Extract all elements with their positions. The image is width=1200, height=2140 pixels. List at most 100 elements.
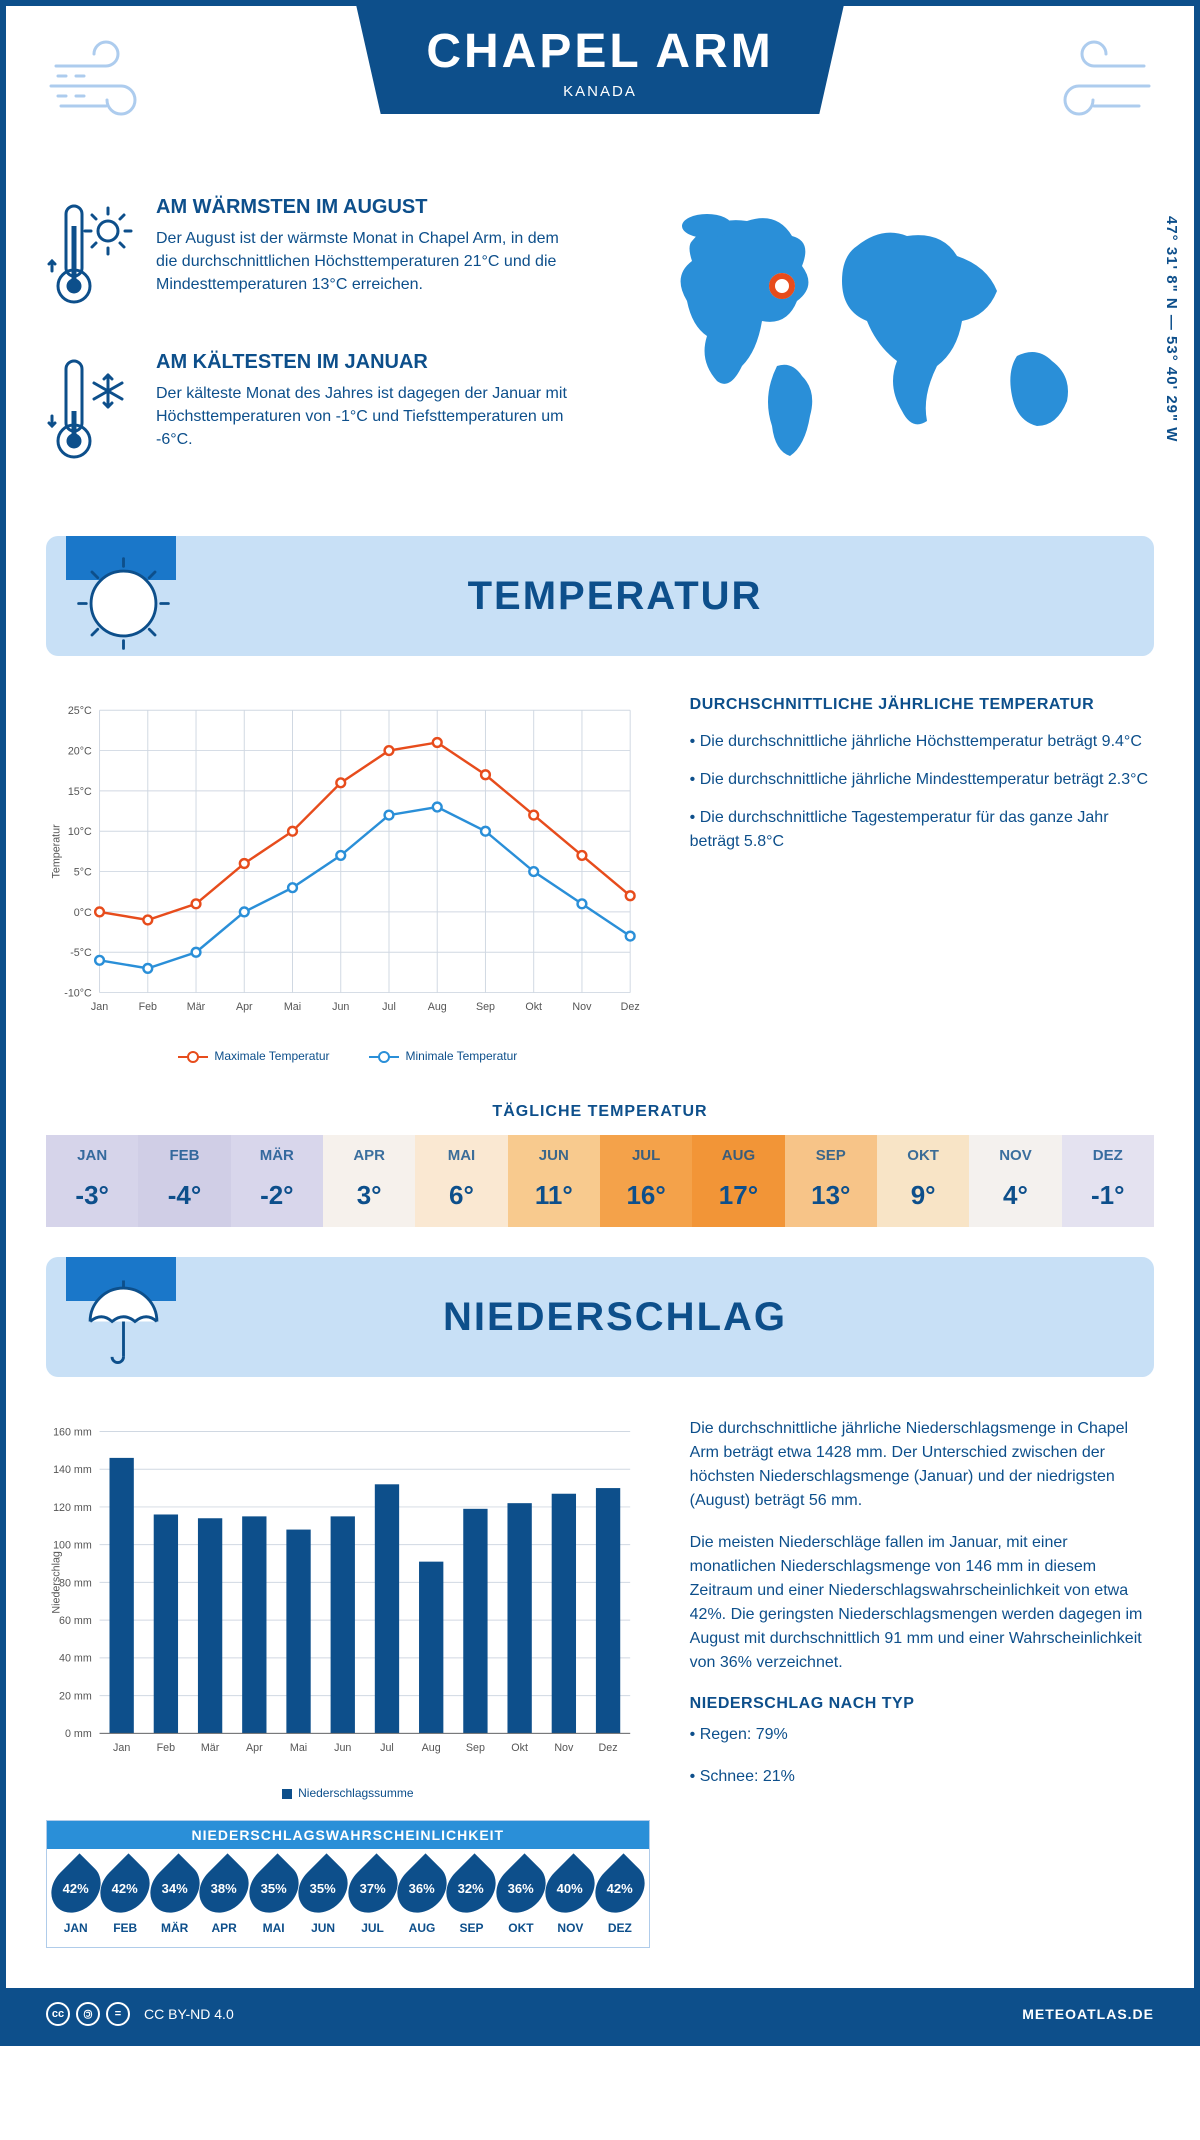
prob-cell: 38%APR — [199, 1861, 248, 1935]
precip-text: Die meisten Niederschläge fallen im Janu… — [690, 1531, 1154, 1675]
wind-icon — [46, 36, 166, 136]
svg-text:Jun: Jun — [334, 1742, 351, 1754]
coldest-block: AM KÄLTESTEN IM JANUAR Der kälteste Mona… — [46, 351, 580, 476]
precip-type: • Regen: 79% — [690, 1723, 1154, 1747]
svg-text:Jun: Jun — [332, 1001, 349, 1013]
svg-text:20 mm: 20 mm — [59, 1690, 92, 1702]
precip-chart: 0 mm20 mm40 mm60 mm80 mm100 mm120 mm140 … — [46, 1417, 650, 1777]
nd-icon: = — [106, 2002, 130, 2026]
svg-text:40 mm: 40 mm — [59, 1653, 92, 1665]
temp-bullet: • Die durchschnittliche Tagestemperatur … — [690, 806, 1154, 854]
svg-text:Dez: Dez — [599, 1742, 618, 1754]
precip-probability: NIEDERSCHLAGSWAHRSCHEINLICHKEIT 42%JAN42… — [46, 1820, 650, 1948]
sun-icon — [66, 536, 176, 646]
precip-text: Die durchschnittliche jährliche Niedersc… — [690, 1417, 1154, 1513]
prob-cell: 35%JUN — [298, 1861, 347, 1935]
svg-text:80 mm: 80 mm — [59, 1577, 92, 1589]
umbrella-icon — [66, 1257, 176, 1367]
temp-bullet: • Die durchschnittliche jährliche Höchst… — [690, 730, 1154, 754]
warmest-heading: AM WÄRMSTEN IM AUGUST — [156, 196, 576, 219]
title-ribbon: CHAPEL ARM KANADA — [356, 6, 843, 114]
svg-text:Mär: Mär — [187, 1001, 206, 1013]
footer: cc 🄯 = CC BY-ND 4.0 METEOATLAS.DE — [6, 1988, 1194, 2040]
svg-text:25°C: 25°C — [68, 705, 92, 717]
temp-section-title: TEMPERATUR — [216, 574, 1014, 619]
svg-text:60 mm: 60 mm — [59, 1615, 92, 1627]
temp-chart: -10°C-5°C0°C5°C10°C15°C20°C25°CJanFebMär… — [46, 696, 650, 1063]
daily-cell: APR3° — [323, 1135, 415, 1227]
prob-cell: 42%DEZ — [595, 1861, 644, 1935]
prob-cell: 34%MÄR — [150, 1861, 199, 1935]
warmest-text: Der August ist der wärmste Monat in Chap… — [156, 227, 576, 297]
wind-icon — [1034, 36, 1154, 136]
svg-text:Nov: Nov — [572, 1001, 592, 1013]
svg-text:Jan: Jan — [113, 1742, 130, 1754]
by-icon: 🄯 — [76, 2002, 100, 2026]
svg-text:100 mm: 100 mm — [53, 1540, 92, 1552]
prob-cell: 35%MAI — [249, 1861, 298, 1935]
brand: METEOATLAS.DE — [1022, 2006, 1154, 2022]
svg-text:Aug: Aug — [428, 1001, 447, 1013]
daily-cell: JAN-3° — [46, 1135, 138, 1227]
prob-cell: 42%FEB — [100, 1861, 149, 1935]
temp-legend: Maximale Temperatur Minimale Temperatur — [46, 1049, 650, 1063]
intro-row: AM WÄRMSTEN IM AUGUST Der August ist der… — [46, 196, 1154, 506]
svg-text:Sep: Sep — [476, 1001, 495, 1013]
svg-text:Mai: Mai — [290, 1742, 307, 1754]
svg-text:160 mm: 160 mm — [53, 1426, 92, 1438]
svg-text:Jan: Jan — [91, 1001, 108, 1013]
daily-cell: JUL16° — [600, 1135, 692, 1227]
daily-cell: AUG17° — [692, 1135, 784, 1227]
temp-bullet: • Die durchschnittliche jährliche Mindes… — [690, 768, 1154, 792]
precip-legend: Niederschlagssumme — [46, 1786, 650, 1800]
svg-text:Nov: Nov — [554, 1742, 574, 1754]
cc-icon: cc — [46, 2002, 70, 2026]
svg-text:Aug: Aug — [422, 1742, 441, 1754]
svg-text:0°C: 0°C — [74, 907, 92, 919]
page-subtitle: KANADA — [426, 83, 773, 100]
precip-section-title: NIEDERSCHLAG — [216, 1295, 1014, 1340]
world-map — [620, 196, 1154, 476]
section-temperature: TEMPERATUR — [46, 536, 1154, 656]
thermometer-sun-icon — [46, 196, 136, 321]
daily-temp-strip: JAN-3°FEB-4°MÄR-2°APR3°MAI6°JUN11°JUL16°… — [46, 1135, 1154, 1227]
coordinates: 47° 31' 8" N — 53° 40' 29" W — [1163, 216, 1180, 442]
prob-cell: 37%JUL — [348, 1861, 397, 1935]
svg-text:Temperatur: Temperatur — [51, 824, 63, 879]
precip-summary: Die durchschnittliche jährliche Niedersc… — [690, 1417, 1154, 1948]
prob-cell: 36%OKT — [496, 1861, 545, 1935]
svg-text:-10°C: -10°C — [64, 987, 92, 999]
svg-text:Apr: Apr — [246, 1742, 263, 1754]
svg-text:120 mm: 120 mm — [53, 1502, 92, 1514]
svg-text:10°C: 10°C — [68, 826, 92, 838]
svg-text:Feb: Feb — [139, 1001, 157, 1013]
coldest-heading: AM KÄLTESTEN IM JANUAR — [156, 351, 576, 374]
license-label: CC BY-ND 4.0 — [144, 2006, 234, 2022]
svg-text:Mär: Mär — [201, 1742, 220, 1754]
legend-max: Maximale Temperatur — [214, 1049, 329, 1063]
svg-text:Jul: Jul — [382, 1001, 396, 1013]
precip-type-heading: NIEDERSCHLAG NACH TYP — [690, 1695, 1154, 1713]
svg-text:Mai: Mai — [284, 1001, 301, 1013]
warmest-block: AM WÄRMSTEN IM AUGUST Der August ist der… — [46, 196, 580, 321]
svg-text:Niederschlag: Niederschlag — [51, 1551, 63, 1614]
prob-cell: 42%JAN — [51, 1861, 100, 1935]
svg-text:Sep: Sep — [466, 1742, 485, 1754]
prob-cell: 32%SEP — [447, 1861, 496, 1935]
svg-text:5°C: 5°C — [74, 866, 92, 878]
prob-cell: 40%NOV — [546, 1861, 595, 1935]
header: CHAPEL ARM KANADA — [46, 36, 1154, 186]
daily-cell: SEP13° — [785, 1135, 877, 1227]
svg-text:-5°C: -5°C — [70, 947, 92, 959]
svg-text:0 mm: 0 mm — [65, 1728, 92, 1740]
coldest-text: Der kälteste Monat des Jahres ist dagege… — [156, 382, 576, 452]
temp-summary-heading: DURCHSCHNITTLICHE JÄHRLICHE TEMPERATUR — [690, 696, 1154, 714]
svg-text:Feb: Feb — [157, 1742, 175, 1754]
page-title: CHAPEL ARM — [426, 24, 773, 79]
daily-cell: OKT9° — [877, 1135, 969, 1227]
precip-type: • Schnee: 21% — [690, 1765, 1154, 1789]
svg-text:Okt: Okt — [525, 1001, 542, 1013]
svg-text:Okt: Okt — [511, 1742, 528, 1754]
daily-temp-title: TÄGLICHE TEMPERATUR — [46, 1103, 1154, 1121]
prob-cell: 36%AUG — [397, 1861, 446, 1935]
